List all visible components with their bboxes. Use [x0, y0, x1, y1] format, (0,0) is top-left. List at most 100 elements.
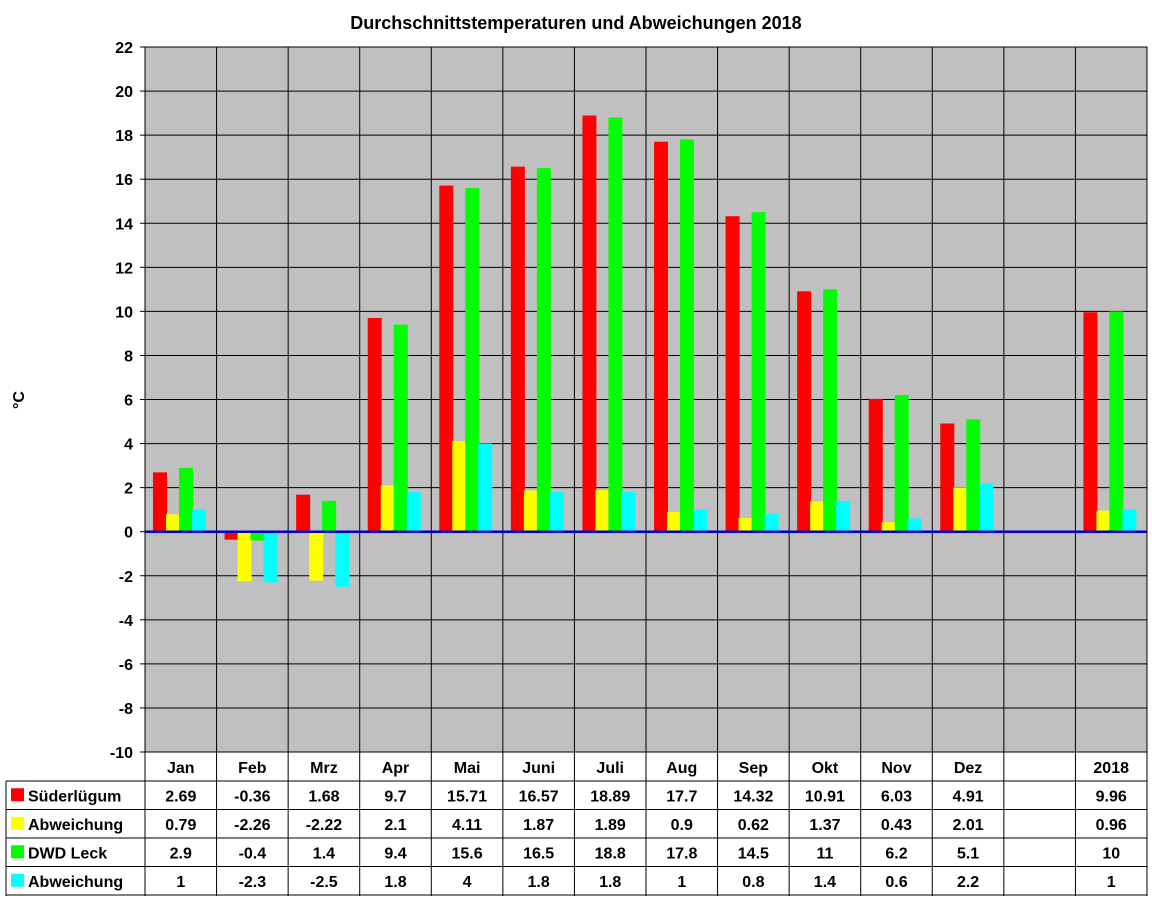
data-label: 0.96 — [1096, 817, 1127, 834]
data-label: 1 — [176, 874, 185, 891]
bar — [979, 483, 994, 532]
data-label: 9.7 — [384, 788, 406, 805]
x-tick-label: Juni — [522, 760, 555, 777]
data-label: 17.8 — [666, 845, 697, 862]
bar — [536, 168, 551, 532]
legend-swatch — [11, 788, 24, 802]
y-tick-label: 22 — [115, 40, 133, 57]
bar — [595, 490, 610, 532]
bar — [907, 518, 922, 532]
data-label: 9.96 — [1096, 788, 1127, 805]
bar — [478, 443, 493, 532]
data-label: 18.89 — [590, 788, 630, 805]
bar — [810, 501, 825, 532]
data-label: 0.43 — [881, 817, 912, 834]
y-tick-label: -10 — [110, 745, 133, 762]
bar — [153, 472, 167, 532]
x-tick-label: 2018 — [1093, 760, 1129, 777]
data-label: 10.91 — [805, 788, 845, 805]
bar — [1096, 510, 1111, 532]
bar — [296, 494, 311, 532]
data-label: 14.5 — [738, 845, 769, 862]
legend-entry: Abweichung — [28, 874, 123, 891]
bar — [680, 139, 694, 532]
x-tick-label: Aug — [666, 760, 697, 777]
bar — [380, 485, 395, 532]
x-tick-label: Dez — [954, 760, 982, 777]
data-label: 0.9 — [671, 817, 693, 834]
y-axis-label: °C — [11, 391, 28, 409]
bar — [367, 317, 382, 532]
bar — [693, 509, 707, 532]
legend-swatch — [11, 816, 24, 830]
bar — [510, 166, 525, 532]
y-tick-label: 14 — [115, 216, 133, 233]
bar — [465, 188, 480, 532]
x-tick-label: Apr — [382, 760, 410, 777]
bar — [322, 500, 337, 532]
x-tick-label: Sep — [739, 760, 769, 777]
data-label: -0.36 — [234, 788, 271, 805]
bar — [1083, 312, 1098, 532]
data-label: 2.9 — [170, 845, 192, 862]
legend-swatch — [11, 873, 24, 887]
data-label: 1.8 — [528, 874, 550, 891]
data-label: 4.11 — [452, 817, 482, 834]
bar — [237, 531, 252, 582]
x-tick-label: Mrz — [310, 760, 338, 777]
y-tick-label: 16 — [115, 172, 133, 189]
data-label: 10 — [1102, 845, 1120, 862]
y-tick-label: -6 — [119, 657, 133, 674]
data-label: -2.22 — [306, 817, 343, 834]
bar — [667, 511, 681, 532]
bar — [621, 492, 636, 532]
bar — [654, 141, 668, 532]
bar — [250, 531, 265, 541]
data-label: 4.91 — [953, 788, 984, 805]
y-tick-label: 20 — [115, 84, 133, 101]
bar — [725, 216, 740, 532]
bar — [966, 419, 981, 532]
y-tick-label: -4 — [119, 613, 133, 630]
bar — [797, 291, 812, 532]
bar — [166, 514, 180, 532]
bar — [764, 514, 779, 532]
data-label: 0.62 — [738, 817, 769, 834]
data-label: 1.4 — [814, 874, 836, 891]
data-label: 14.32 — [733, 788, 773, 805]
y-tick-label: 4 — [124, 437, 133, 454]
legend-swatch — [11, 845, 24, 859]
data-label: 0.8 — [742, 874, 764, 891]
y-tick-label: 10 — [115, 304, 133, 321]
data-label: -2.26 — [234, 817, 271, 834]
data-table: Jan Feb Mrz Apr Mai Juni Juli Aug Sep Okt Nov Dez 20… — [5, 752, 1148, 896]
data-label: 1.8 — [384, 874, 406, 891]
bar — [1122, 509, 1137, 532]
bar — [335, 531, 350, 587]
bar — [608, 117, 623, 532]
data-label: 16.57 — [519, 788, 559, 805]
bar — [452, 441, 467, 532]
data-label: 15.71 — [447, 788, 487, 805]
x-tick-label: Juli — [596, 760, 624, 777]
bar — [439, 185, 454, 532]
data-label: 17.7 — [666, 788, 697, 805]
data-label: -0.4 — [239, 845, 267, 862]
data-label: 4 — [463, 874, 472, 891]
y-tick-label: 2 — [124, 481, 133, 498]
bar — [406, 492, 421, 532]
bar — [868, 398, 883, 532]
y-tick-label: 18 — [115, 128, 133, 145]
bar — [523, 490, 538, 532]
bar — [309, 531, 324, 581]
y-tick-label: 0 — [124, 525, 133, 542]
x-tick-label: Okt — [812, 760, 839, 777]
y-tick-label: -8 — [119, 701, 133, 718]
data-label: 2.69 — [165, 788, 196, 805]
x-tick-label: Nov — [881, 760, 911, 777]
data-label: 1.87 — [523, 817, 554, 834]
chart-title: Durchschnittstemperaturen und Abweichung… — [350, 13, 801, 33]
data-label: 6.2 — [885, 845, 907, 862]
x-tick-label: Mai — [454, 760, 481, 777]
